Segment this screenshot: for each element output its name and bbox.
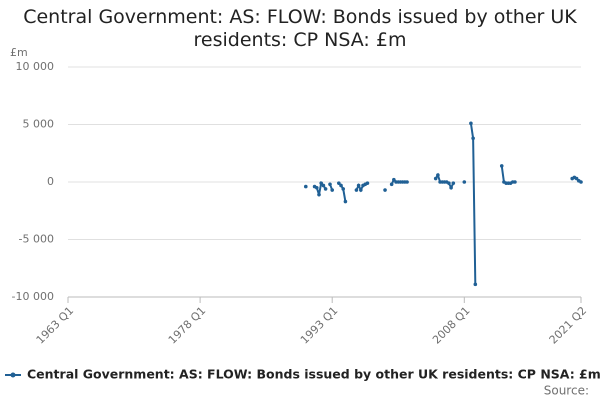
point <box>317 192 321 197</box>
y-axis-label: £m <box>10 46 28 59</box>
y-tick-label: 0 <box>47 175 54 188</box>
point <box>451 181 456 185</box>
point <box>328 182 332 187</box>
point <box>314 185 319 190</box>
legend-marker <box>10 372 16 378</box>
source: Source: <box>544 384 589 398</box>
point <box>579 180 583 184</box>
point <box>462 180 467 184</box>
point <box>354 188 359 192</box>
y-tick-label: -5 000 <box>19 233 54 246</box>
chart-title: Central Government: AS: FLOW: Bonds issu… <box>23 6 577 51</box>
point <box>405 180 409 184</box>
y-tick-label: 5 000 <box>23 118 55 131</box>
point <box>356 183 361 188</box>
x-tick-label: 2021 Q2 <box>547 304 590 347</box>
point <box>471 136 475 141</box>
point <box>449 185 453 190</box>
point <box>303 184 308 189</box>
x-tick-label: 2008 Q1 <box>430 304 473 347</box>
point <box>469 121 473 126</box>
legend-label: Central Government: AS: FLOW: Bonds issu… <box>27 367 600 382</box>
point <box>341 187 346 191</box>
point <box>473 282 478 287</box>
point <box>436 173 440 177</box>
x-tick-label: 1993 Q1 <box>298 304 341 347</box>
point <box>337 181 341 185</box>
y-tick-label: 10 000 <box>16 60 55 73</box>
point <box>365 181 370 185</box>
x-tick-label: 1963 Q1 <box>34 304 77 347</box>
point <box>339 183 343 188</box>
point <box>330 188 335 192</box>
point <box>513 180 517 184</box>
point <box>359 188 363 192</box>
point <box>319 181 323 185</box>
point <box>383 188 387 192</box>
point <box>323 187 328 191</box>
point <box>343 199 348 204</box>
point <box>433 176 438 181</box>
point <box>574 176 579 181</box>
point <box>321 183 326 188</box>
y-tick-label: -10 000 <box>12 290 54 303</box>
point <box>499 164 504 168</box>
series-line <box>314 123 582 285</box>
x-tick-label: 1978 Q1 <box>166 304 209 347</box>
point <box>389 182 394 187</box>
point <box>392 177 396 182</box>
point <box>447 181 451 185</box>
